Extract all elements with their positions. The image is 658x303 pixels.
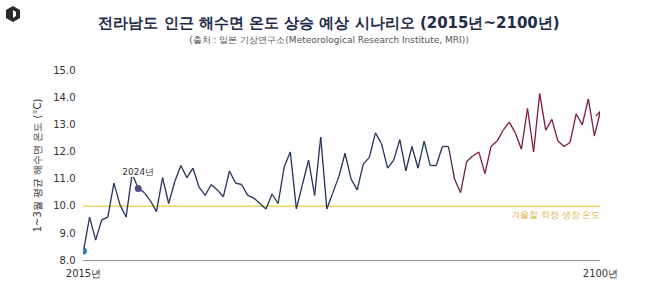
svg-text:15.0: 15.0 (53, 65, 75, 76)
svg-text:14.0: 14.0 (53, 92, 75, 103)
svg-text:2100년: 2100년 (583, 268, 618, 279)
svg-text:9.0: 9.0 (60, 228, 76, 239)
svg-text:10.0: 10.0 (53, 200, 75, 211)
svg-text:2024년: 2024년 (122, 167, 154, 177)
svg-text:13.0: 13.0 (53, 119, 75, 130)
svg-text:겨울철 적정 생장 온도: 겨울철 적정 생장 온도 (511, 210, 601, 220)
svg-text:8.0: 8.0 (60, 255, 76, 266)
svg-text:12.0: 12.0 (53, 146, 75, 157)
html-text:(출처 : 일본 기상연구소(Meteorological: (출처 : 일본 기상연구소(Meteorological Research I… (189, 35, 469, 45)
html-text:전라남도 인근 해수면 온도 상승 예상 시나리오 (201: 전라남도 인근 해수면 온도 상승 예상 시나리오 (2015년~2100년) (98, 14, 560, 32)
svg-text:11.0: 11.0 (53, 173, 75, 184)
svg-text:2015년: 2015년 (66, 268, 101, 279)
svg-text:1~3월 평균 해수면 온도 (°C): 1~3월 평균 해수면 온도 (°C) (32, 99, 43, 233)
